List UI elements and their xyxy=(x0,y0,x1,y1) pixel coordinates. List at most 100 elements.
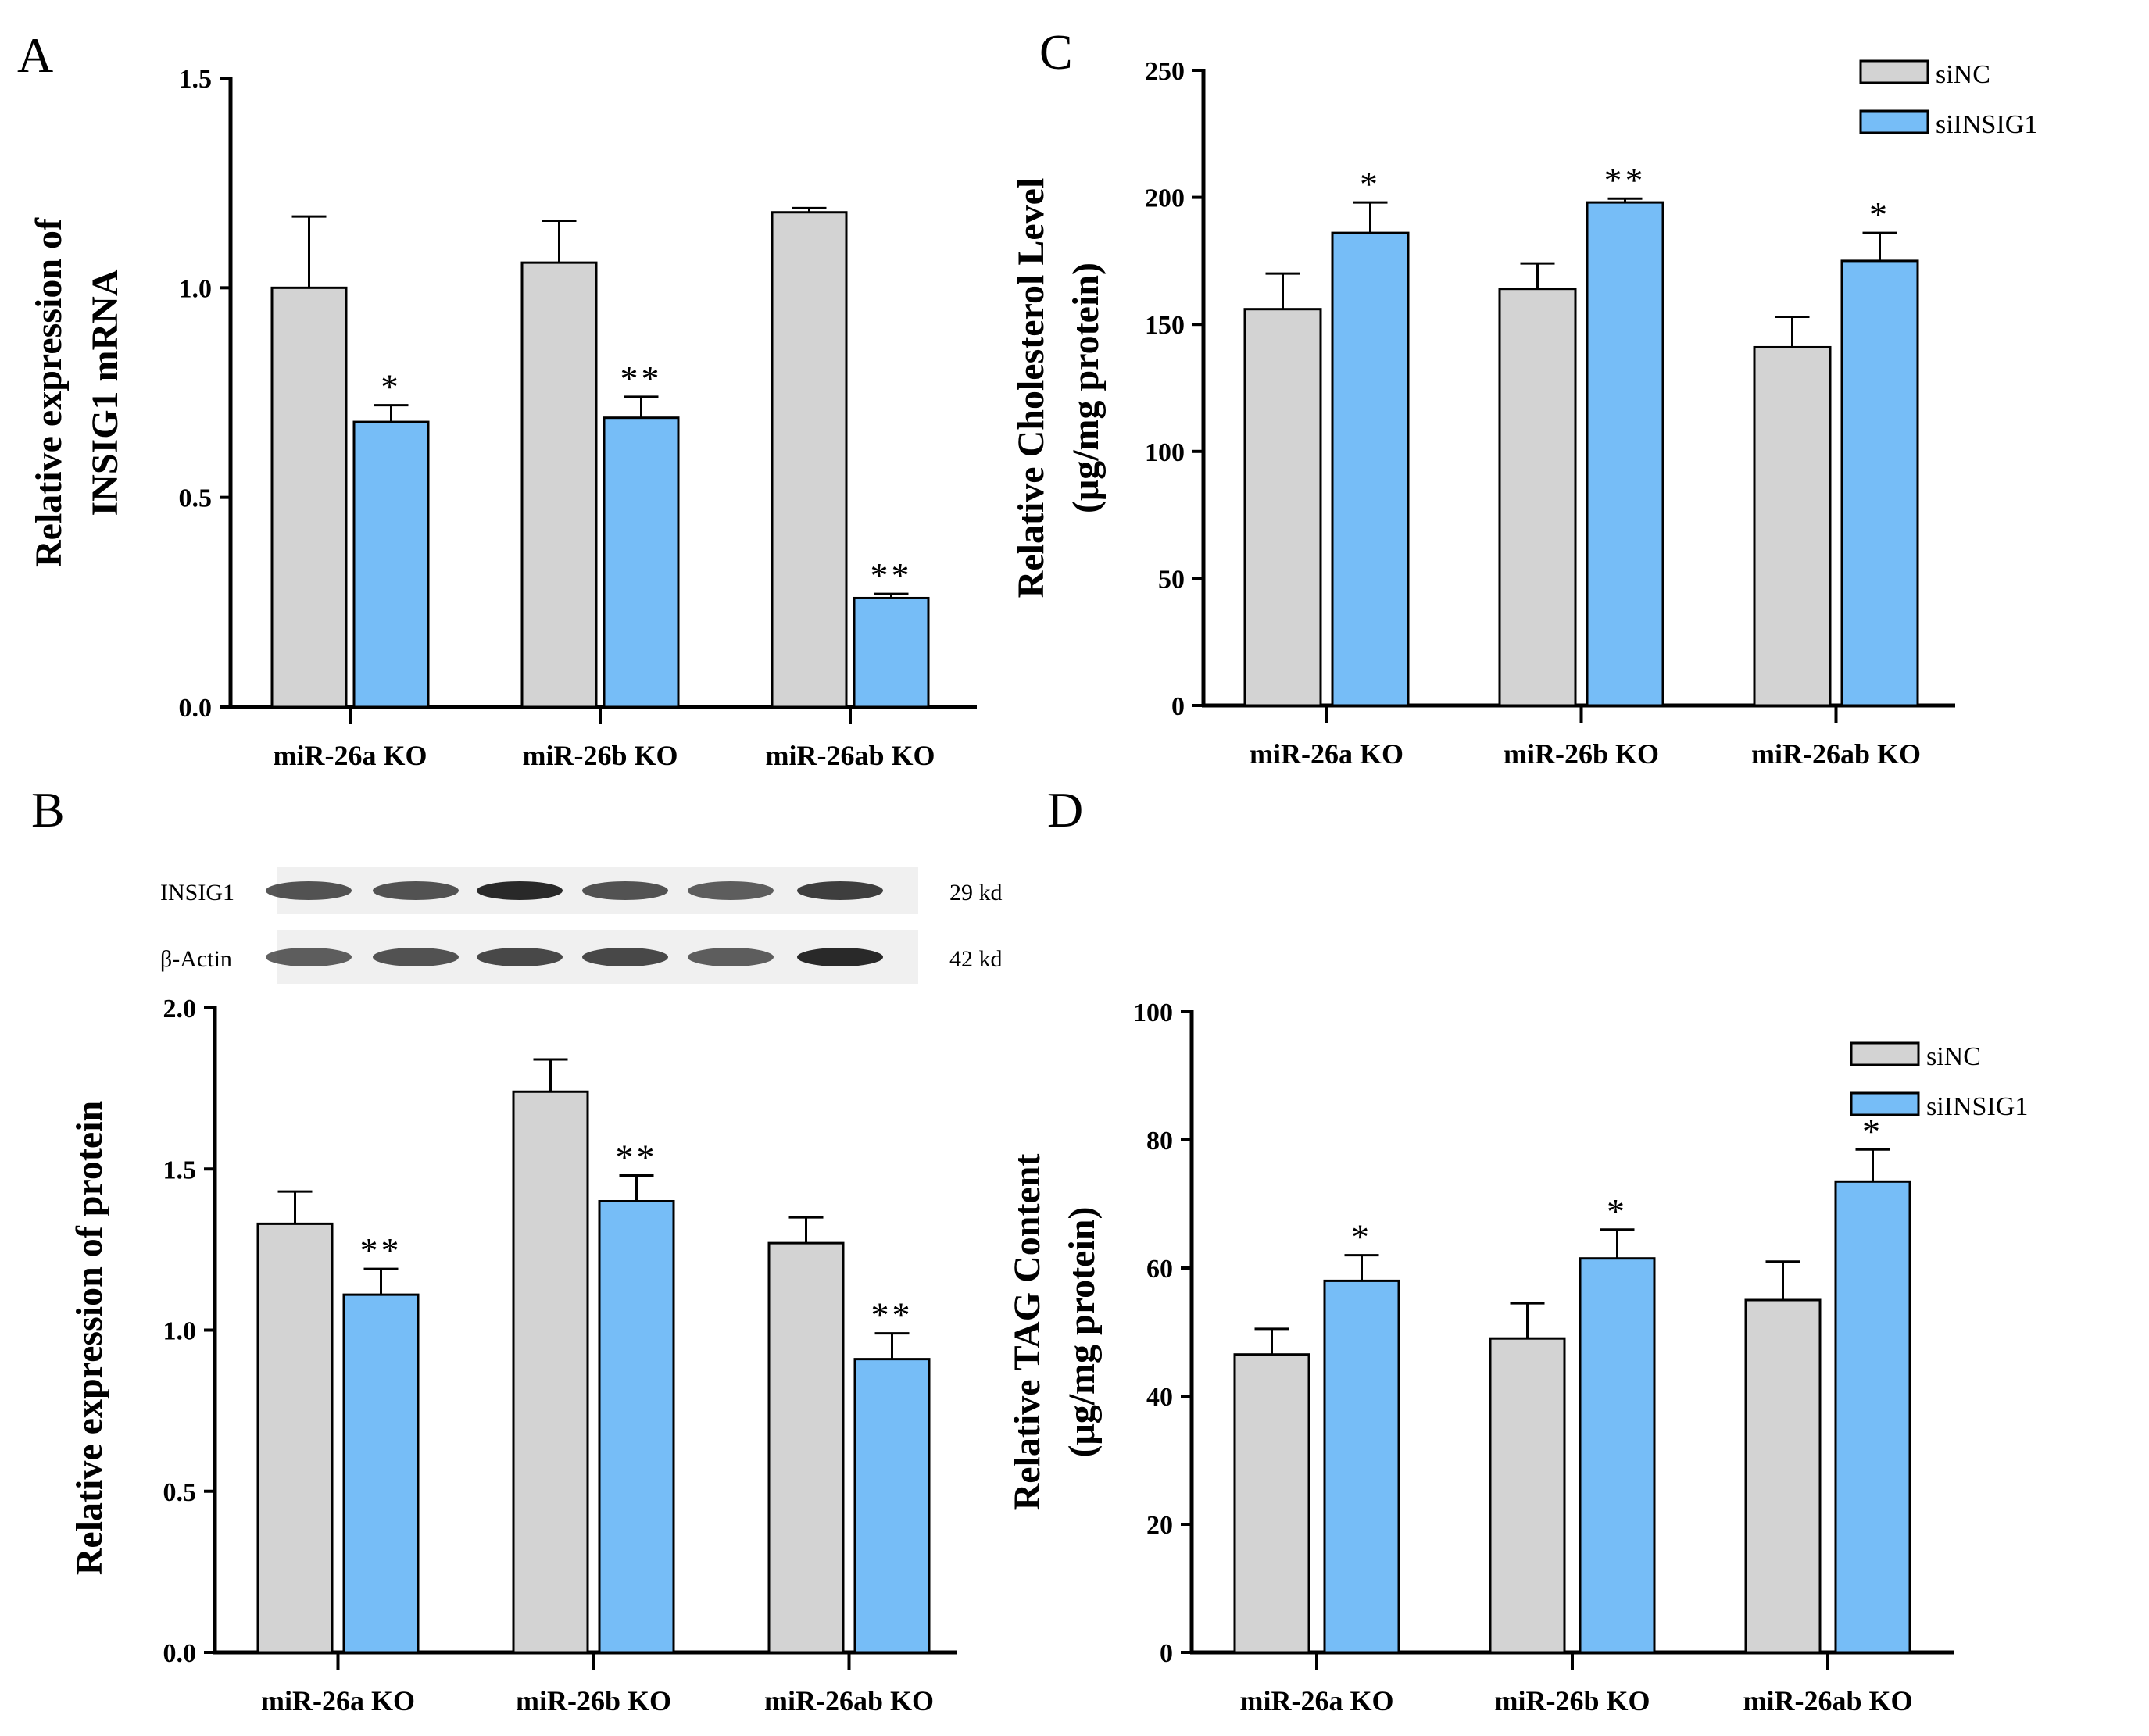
blot-protein-label: INSIG1 xyxy=(160,880,234,906)
significance-mark: ** xyxy=(620,359,663,398)
legend-swatch-sinc xyxy=(1850,1041,1920,1066)
legend-swatch-siinsig1 xyxy=(1859,109,1929,134)
x-category-label: miR-26a KO xyxy=(1240,1685,1394,1716)
y-tick-label: 80 xyxy=(1146,1127,1173,1156)
blot-size-label: 42 kd xyxy=(949,946,1003,972)
y-tick-label: 200 xyxy=(1145,184,1185,213)
panel-letter-b: B xyxy=(31,782,65,838)
y-tick-label: 100 xyxy=(1145,438,1185,467)
blot-band xyxy=(477,948,563,966)
y-tick-label: 1.0 xyxy=(179,274,213,303)
significance-mark: ** xyxy=(871,555,913,595)
y-tick-label: 1.5 xyxy=(163,1156,197,1184)
bar-sinc-2 xyxy=(1498,288,1577,707)
western-blot: INSIG1 29 kd β-Actin 42 kd xyxy=(160,867,1003,984)
y-tick-label: 2.0 xyxy=(163,995,197,1023)
y-axis-title: Relative expression of protein xyxy=(69,1101,110,1576)
bar-siinsig1-3 xyxy=(853,596,930,709)
panel-letter-a: A xyxy=(17,27,53,83)
bar-sinc-3 xyxy=(767,1241,845,1654)
bar-sinc-1 xyxy=(1243,308,1322,707)
bar-sinc-1 xyxy=(270,286,348,709)
y-tick-label: 20 xyxy=(1146,1511,1173,1540)
y-tick-label: 1.0 xyxy=(163,1317,197,1346)
blot-band xyxy=(688,881,774,900)
y-tick-label: 0 xyxy=(1160,1639,1173,1668)
legend-label-sinc: siNC xyxy=(1926,1042,1981,1071)
bar-siinsig1-3 xyxy=(1834,1180,1911,1654)
blot-band xyxy=(797,881,883,900)
bar-sinc-2 xyxy=(1489,1337,1566,1654)
blot-band xyxy=(266,948,352,966)
y-tick-label: 0.0 xyxy=(163,1639,197,1668)
bar-sinc-2 xyxy=(512,1090,589,1654)
x-category-label: miR-26ab KO xyxy=(1743,1685,1912,1716)
panel-letters: A C B D xyxy=(17,24,1083,838)
significance-mark: ** xyxy=(1604,160,1647,200)
panel-letter-d: D xyxy=(1047,782,1083,838)
significance-mark: * xyxy=(1351,1217,1372,1257)
x-category-label: miR-26b KO xyxy=(516,1685,671,1716)
legend-swatch-siinsig1 xyxy=(1850,1091,1920,1116)
y-axis-title-line-2: (μg/mg protein) xyxy=(1061,1207,1103,1458)
blot-band xyxy=(797,948,883,966)
bar-siinsig1-3 xyxy=(1840,259,1919,707)
bar-sinc-2 xyxy=(520,261,598,709)
bar-sinc-3 xyxy=(771,211,848,709)
y-tick-label: 0.5 xyxy=(163,1478,197,1507)
chart-panel-c: 0 50 100 150 200 250 Relative Cholesterol Leve… xyxy=(1010,57,2037,770)
blot-band xyxy=(373,948,459,966)
y-tick-label: 100 xyxy=(1133,998,1173,1027)
bar-siinsig1-2 xyxy=(1579,1257,1656,1654)
significance-mark: * xyxy=(1869,195,1890,234)
significance-mark: * xyxy=(381,367,402,407)
bar-siinsig1-2 xyxy=(598,1200,675,1654)
x-category-label: miR-26ab KO xyxy=(1751,738,1921,770)
blot-band xyxy=(477,881,563,900)
x-category-label: miR-26a KO xyxy=(261,1685,415,1716)
y-tick-label: 50 xyxy=(1158,565,1185,594)
y-axis-title-line-2: (μg/mg protein) xyxy=(1065,263,1107,513)
blot-band xyxy=(688,948,774,966)
y-tick-label: 1.5 xyxy=(179,65,213,94)
blot-band xyxy=(582,948,668,966)
bar-siinsig1-1 xyxy=(352,420,430,709)
x-category-label: miR-26b KO xyxy=(522,740,678,771)
x-category-label: miR-26b KO xyxy=(1504,738,1659,770)
bar-siinsig1-2 xyxy=(603,416,680,709)
legend-label-siinsig1: siINSIG1 xyxy=(1936,110,2037,139)
bar-siinsig1-3 xyxy=(853,1358,931,1654)
charts-layer: 0.0 0.5 1.0 1.5 Relative expression of INSIG1… xyxy=(28,57,2037,1716)
significance-mark: * xyxy=(1360,164,1381,204)
blot-protein-label: β-Actin xyxy=(160,946,232,972)
y-tick-label: 40 xyxy=(1146,1383,1173,1412)
legend: siNC siINSIG1 xyxy=(1859,59,2037,139)
significance-mark: ** xyxy=(360,1231,402,1270)
x-category-label: miR-26a KO xyxy=(274,740,427,771)
blot-band xyxy=(266,881,352,900)
panel-letter-c: C xyxy=(1039,24,1073,80)
blot-band xyxy=(373,881,459,900)
bar-siinsig1-1 xyxy=(1331,231,1410,707)
y-axis-title-line-1: Relative Cholesterol Level xyxy=(1010,178,1052,598)
chart-panel-d: 0 20 40 60 80 100 Relative TAG Content (μg/mg p… xyxy=(1007,998,2028,1716)
legend: siNC siINSIG1 xyxy=(1850,1041,2028,1121)
y-tick-label: 150 xyxy=(1145,311,1185,340)
y-tick-label: 60 xyxy=(1146,1255,1173,1284)
bar-sinc-3 xyxy=(1744,1298,1822,1654)
x-category-label: miR-26ab KO xyxy=(764,1685,934,1716)
y-tick-label: 0.5 xyxy=(179,484,213,513)
blot-size-label: 29 kd xyxy=(949,880,1003,906)
chart-panel-b: 0.0 0.5 1.0 1.5 2.0 Relative expression of pr… xyxy=(69,995,957,1716)
y-axis-title-line-1: Relative TAG Content xyxy=(1007,1154,1048,1511)
x-category-label: miR-26b KO xyxy=(1494,1685,1650,1716)
x-category-label: miR-26a KO xyxy=(1250,738,1403,770)
y-axis-title-line-2: INSIG1 mRNA xyxy=(84,269,126,516)
bar-siinsig1-1 xyxy=(342,1293,420,1654)
bar-sinc-1 xyxy=(256,1222,334,1654)
y-axis-title-line-1: Relative expression of xyxy=(28,217,70,567)
significance-mark: * xyxy=(1862,1111,1883,1151)
significance-mark: ** xyxy=(616,1138,658,1177)
y-tick-label: 0 xyxy=(1171,692,1185,721)
bar-sinc-1 xyxy=(1233,1353,1310,1654)
